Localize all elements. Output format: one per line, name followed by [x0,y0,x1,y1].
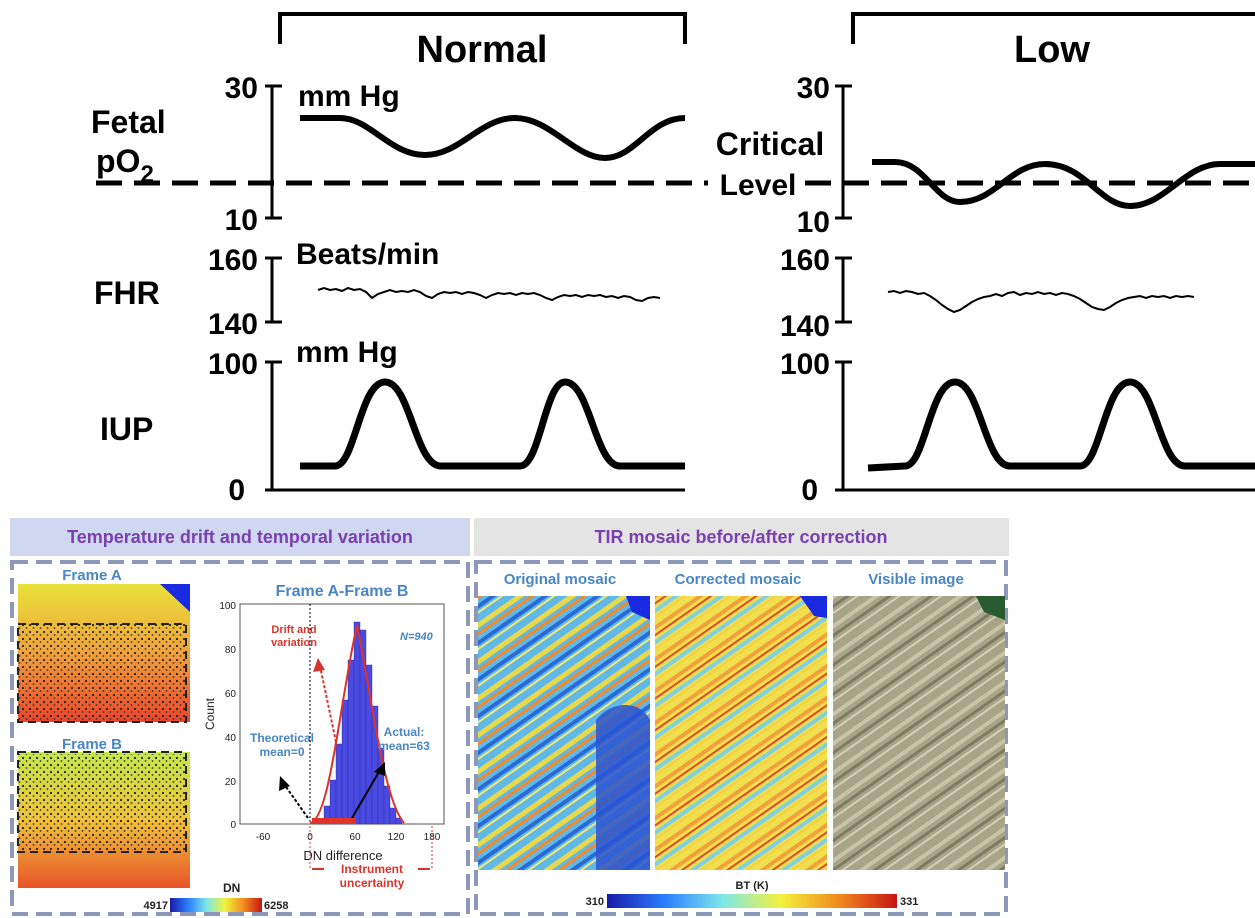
normal-po2-tick-30: 30 [225,72,258,105]
mosaic-title-corrected: Corrected mosaic [675,571,802,588]
normal-po2-tick-10: 10 [225,204,258,237]
drift-arrowhead [313,658,325,672]
actual-label-2: mean=63 [378,739,430,753]
svg-text:0: 0 [307,832,313,843]
corrected-mosaic-image [655,596,827,870]
hist-fit-curve [309,624,405,824]
svg-text:80: 80 [225,645,237,656]
mosaic-title-original: Original mosaic [504,571,617,588]
right-panel-border [474,560,1008,916]
drift-label-1: Drift and [271,624,316,636]
bottom-figure: Temperature drift and temporal variation… [10,518,1009,916]
bt-label: BT (K) [736,880,769,892]
svg-text:-60: -60 [256,832,271,843]
normal-iup-tick-0: 0 [228,474,245,507]
hist-xticks: -60 0 60 120 180 [256,832,441,843]
svg-text:60: 60 [225,689,237,700]
frame-a-title: Frame A [62,567,122,584]
low-iup-tick-100: 100 [780,348,830,381]
hist-ylabel: Count [203,697,217,730]
critical-label: Critical [716,126,824,162]
dn-colorbar [170,898,262,912]
low-fhr-trace [887,289,1195,314]
level-label: Level [720,169,797,202]
row-label-fetal: Fetal [91,104,166,140]
actual-label-1: Actual: [384,725,425,739]
normal-fhr-tick-140: 140 [208,308,258,341]
normal-iup-unit: mm Hg [296,336,398,369]
normal-fhr-trace [317,286,661,303]
right-header-bg [474,518,1009,556]
hist-yticks: 100 80 60 40 20 0 [219,601,236,831]
low-iup-tick-0: 0 [801,474,818,507]
low-panel-title: Low [1014,29,1090,71]
normal-axes [265,84,685,492]
right-header: TIR mosaic before/after correction [594,527,887,547]
corrected-mosaic-corner [800,596,827,618]
svg-text:180: 180 [424,832,441,843]
low-fhr-tick-140: 140 [780,310,830,343]
normal-panel-title: Normal [417,29,548,71]
instrument-label-2: uncertainty [340,876,405,890]
normal-fhr-unit: Beats/min [296,238,439,271]
low-panel-bracket [851,12,1255,44]
theoretical-label-1: Theoretical [250,731,314,745]
low-axes [835,84,1255,492]
low-po2-curve [872,159,1255,210]
histogram: Frame A-Frame B 100 [203,583,445,890]
low-po2-tick-10: 10 [797,206,830,239]
svg-text:120: 120 [388,832,405,843]
normal-po2-curve [300,114,686,162]
frame-a-points [18,624,186,720]
normal-panel-bracket [278,12,687,44]
hist-n-label: N=940 [400,631,434,643]
svg-text:40: 40 [225,733,237,744]
theoretical-arrow [283,783,309,819]
hist-title: Frame A-Frame B [276,583,409,600]
theoretical-label-2: mean=0 [259,745,304,759]
instrument-label-1: Instrument [341,862,403,876]
drift-label-2: variation [271,637,317,649]
row-label-fhr: FHR [94,275,160,311]
mosaic-title-visible: Visible image [868,571,964,588]
row-label-iup: IUP [100,411,153,447]
svg-text:0: 0 [230,820,236,831]
low-po2-tick-30: 30 [797,72,830,105]
original-mosaic-blue-region [596,705,650,870]
svg-text:20: 20 [225,777,237,788]
dn-label: DN [223,881,240,895]
frame-b-points [18,754,186,850]
visible-image [833,596,1005,870]
actual-arrow [351,769,381,819]
dn-min: 4917 [144,900,168,912]
normal-fhr-tick-160: 160 [208,244,258,277]
frame-a-box [17,623,187,723]
left-header-bg [10,518,470,556]
bt-max: 331 [900,896,918,908]
bt-colorbar [607,894,897,908]
left-panel-border [10,560,470,916]
normal-iup-curve [300,378,685,470]
svg-text:60: 60 [349,832,361,843]
low-iup-curve [867,378,1255,472]
frame-b-box [17,751,187,853]
zero-band [312,818,356,824]
normal-po2-unit: mm Hg [298,80,400,113]
drift-arrow [319,665,337,743]
dn-max: 6258 [264,900,288,912]
left-header: Temperature drift and temporal variation [67,527,413,547]
theoretical-arrowhead [279,776,290,791]
svg-text:100: 100 [219,601,236,612]
low-fhr-tick-160: 160 [780,244,830,277]
normal-iup-tick-100: 100 [208,348,258,381]
hist-xlabel: DN difference [303,848,382,863]
bt-min: 310 [586,896,604,908]
top-figure: Normal Low Fetal pO2 FHR IUP 30 10 160 1… [91,12,1255,507]
visible-image-corner [976,596,1005,620]
frame-a-blue-corner [160,584,190,612]
frame-b-title: Frame B [62,736,122,753]
original-mosaic-corner [626,596,650,620]
actual-arrowhead [374,762,385,776]
